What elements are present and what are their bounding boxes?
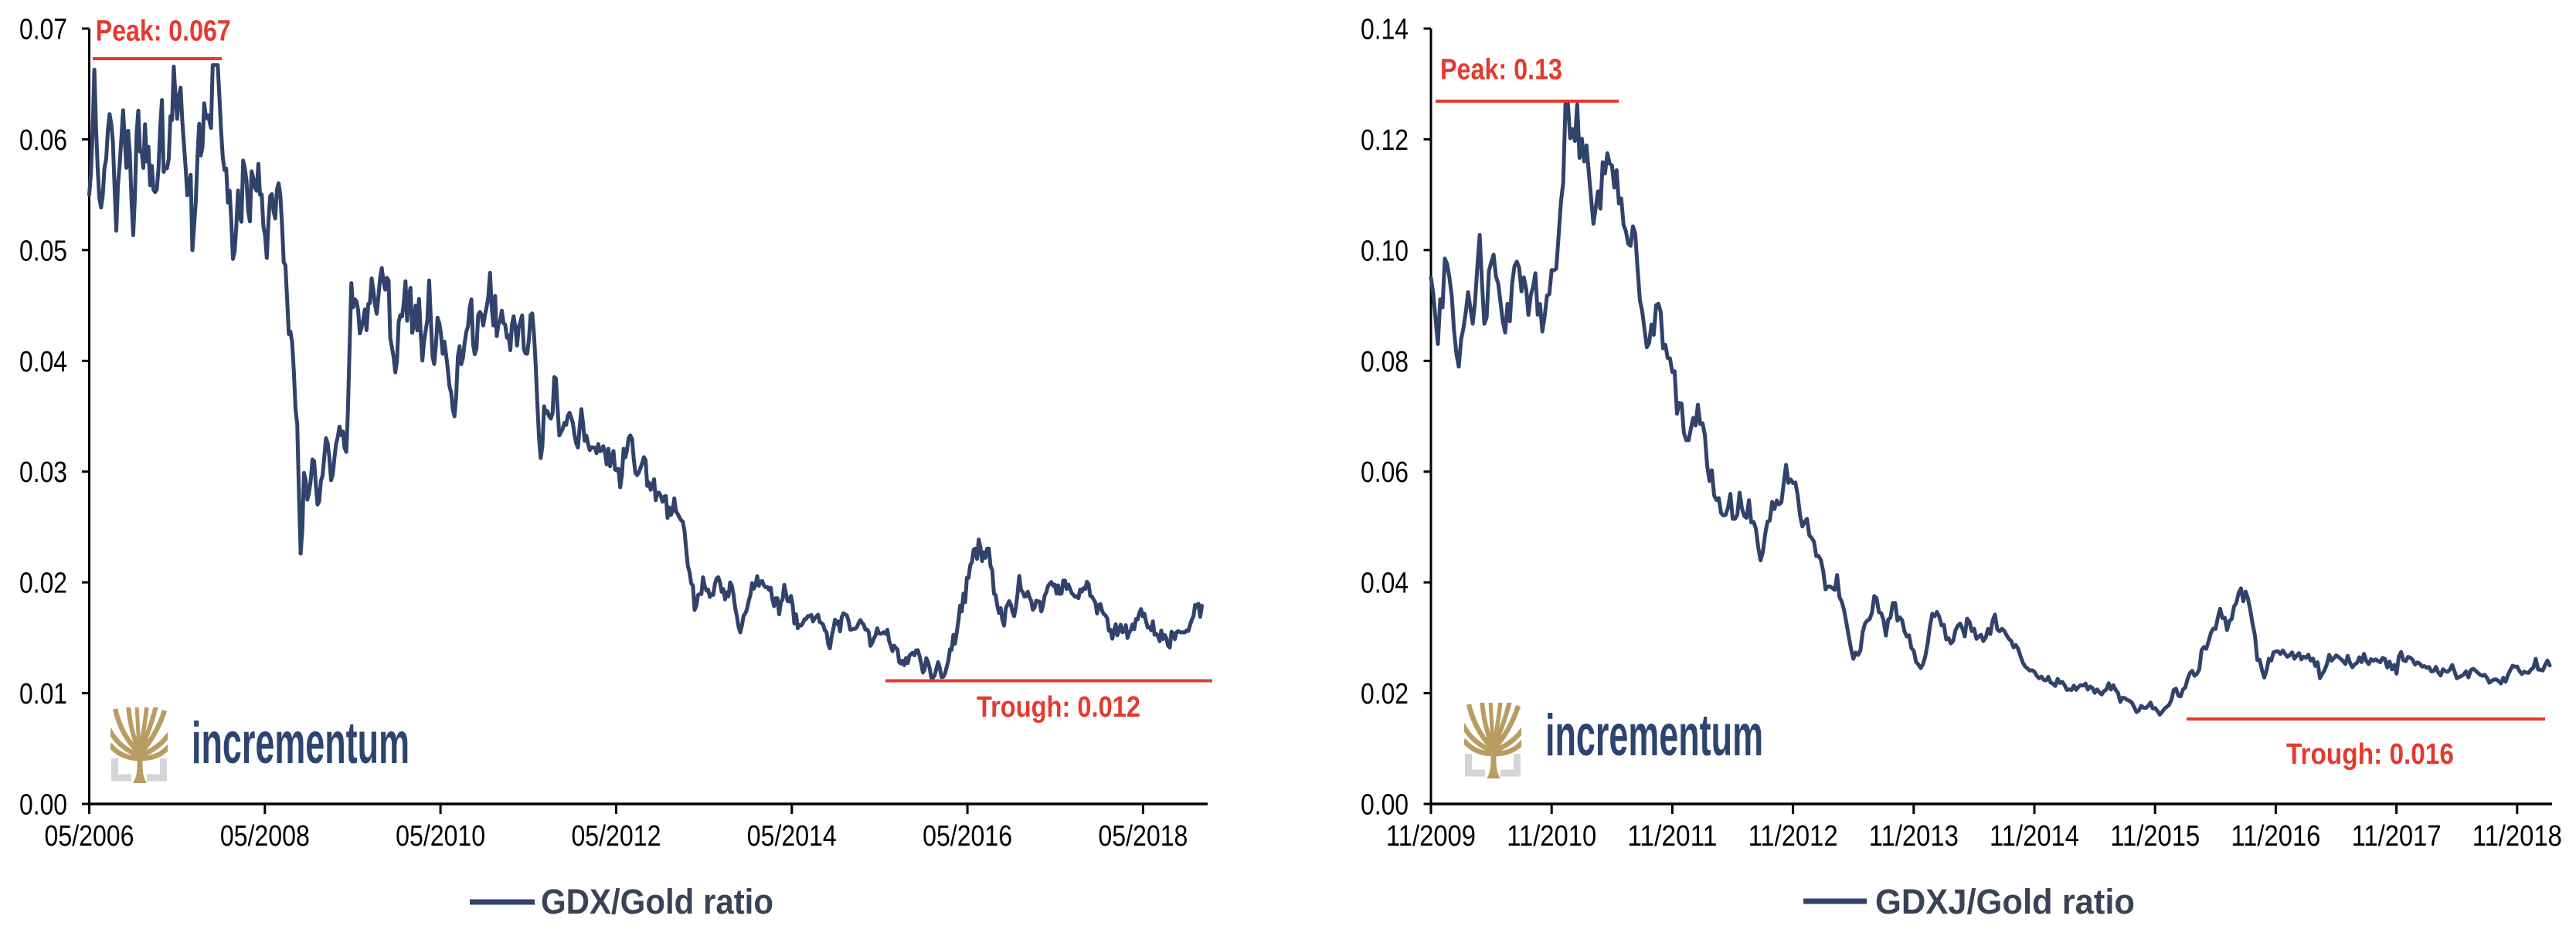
- svg-text:0.08: 0.08: [1361, 346, 1409, 378]
- svg-text:05/2014: 05/2014: [747, 820, 837, 853]
- svg-text:11/2012: 11/2012: [1748, 820, 1838, 853]
- svg-text:0.01: 0.01: [19, 678, 67, 710]
- svg-text:0.06: 0.06: [1361, 456, 1409, 489]
- svg-text:0.00: 0.00: [1361, 789, 1409, 822]
- svg-text:11/2011: 11/2011: [1627, 820, 1717, 853]
- svg-text:0.14: 0.14: [1361, 13, 1409, 46]
- svg-text:GDXJ/Gold ratio: GDXJ/Gold ratio: [1875, 882, 2135, 921]
- svg-text:0.04: 0.04: [1361, 568, 1409, 600]
- svg-text:0.10: 0.10: [1361, 235, 1409, 267]
- svg-text:05/2016: 05/2016: [923, 820, 1012, 853]
- svg-text:11/2014: 11/2014: [1990, 820, 2079, 853]
- svg-text:11/2013: 11/2013: [1869, 820, 1959, 853]
- svg-text:0.07: 0.07: [19, 13, 67, 46]
- svg-text:05/2010: 05/2010: [396, 820, 485, 853]
- svg-text:incrementum: incrementum: [1545, 703, 1763, 768]
- svg-text:05/2006: 05/2006: [45, 820, 134, 853]
- svg-text:05/2012: 05/2012: [571, 820, 661, 853]
- svg-text:0.00: 0.00: [19, 789, 67, 822]
- svg-text:Trough: 0.012: Trough: 0.012: [977, 691, 1140, 724]
- svg-text:0.06: 0.06: [19, 124, 67, 157]
- svg-text:11/2016: 11/2016: [2231, 820, 2320, 853]
- svg-text:Trough: 0.016: Trough: 0.016: [2286, 738, 2454, 771]
- svg-text:Peak: 0.13: Peak: 0.13: [1440, 53, 1562, 86]
- svg-text:11/2010: 11/2010: [1507, 820, 1596, 853]
- svg-text:GDX/Gold ratio: GDX/Gold ratio: [541, 882, 773, 921]
- svg-text:0.05: 0.05: [19, 235, 67, 267]
- svg-text:Peak: 0.067: Peak: 0.067: [96, 15, 231, 48]
- svg-text:0.04: 0.04: [19, 346, 67, 378]
- svg-text:11/2018: 11/2018: [2472, 820, 2562, 853]
- svg-text:0.03: 0.03: [19, 456, 67, 489]
- svg-text:05/2018: 05/2018: [1098, 820, 1188, 853]
- svg-text:11/2017: 11/2017: [2352, 820, 2442, 853]
- svg-text:05/2008: 05/2008: [220, 820, 310, 853]
- svg-text:0.12: 0.12: [1361, 124, 1409, 157]
- svg-text:11/2015: 11/2015: [2110, 820, 2200, 853]
- svg-text:incrementum: incrementum: [192, 710, 410, 776]
- svg-text:0.02: 0.02: [19, 568, 67, 600]
- svg-text:0.02: 0.02: [1361, 678, 1409, 710]
- svg-text:11/2009: 11/2009: [1386, 820, 1476, 853]
